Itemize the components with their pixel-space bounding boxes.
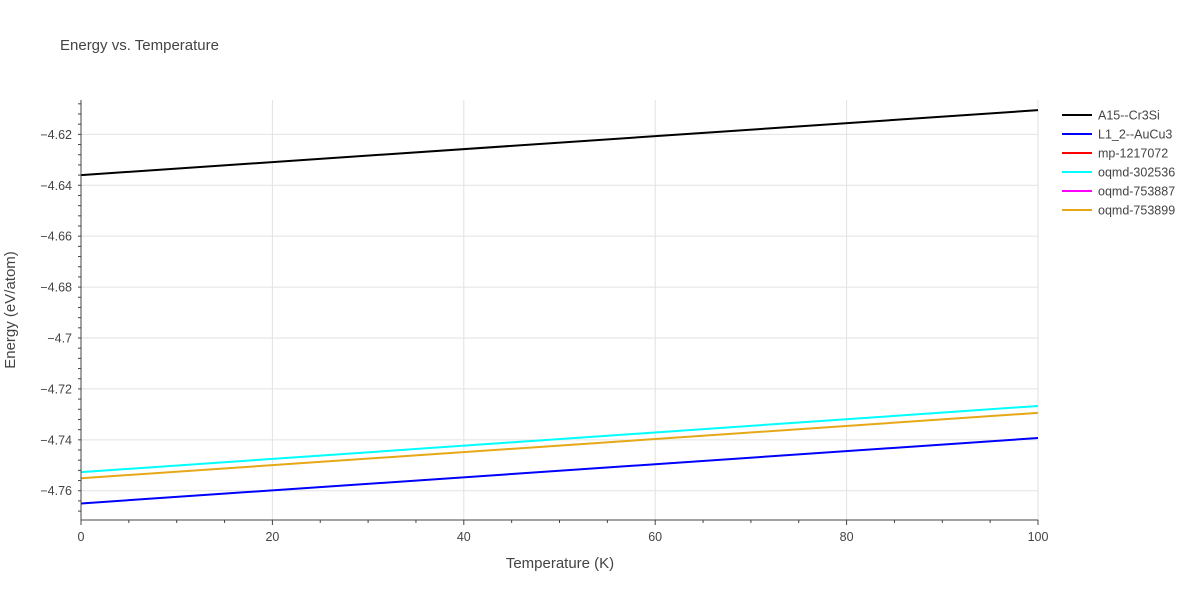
x-tick-label: 40 bbox=[457, 530, 471, 544]
x-tick-label: 80 bbox=[840, 530, 854, 544]
y-tick-label: −4.66 bbox=[40, 230, 72, 244]
grid-lines bbox=[81, 100, 1039, 520]
y-tick-label: −4.7 bbox=[47, 332, 72, 346]
y-axis-title: Energy (eV/atom) bbox=[2, 251, 19, 369]
y-tick-label: −4.68 bbox=[40, 281, 72, 295]
legend-label: oqmd-753899 bbox=[1098, 204, 1175, 218]
y-tick-label: −4.64 bbox=[40, 179, 72, 193]
legend-label: mp-1217072 bbox=[1098, 147, 1168, 161]
y-tick-label: −4.72 bbox=[40, 382, 72, 396]
x-tick-label: 20 bbox=[265, 530, 279, 544]
series-lines bbox=[80, 109, 1039, 505]
y-tick-label: −4.74 bbox=[40, 433, 72, 447]
series-line bbox=[80, 437, 1039, 505]
series-line bbox=[80, 109, 1039, 177]
x-tick-label: 60 bbox=[648, 530, 662, 544]
y-tick-label: −4.62 bbox=[40, 128, 72, 142]
y-tick-label: −4.76 bbox=[40, 484, 72, 498]
x-axis-title: Temperature (K) bbox=[506, 555, 614, 572]
chart-title: Energy vs. Temperature bbox=[60, 37, 219, 54]
legend-label: oqmd-753887 bbox=[1098, 185, 1175, 199]
axes: 0 20 40 60 80 100 −4.62 −4.64 −4.66 −4.68 −4.7 −4.7… bbox=[40, 100, 1048, 544]
legend-label: L1_2--AuCu3 bbox=[1098, 128, 1172, 142]
x-tick-label: 100 bbox=[1028, 530, 1049, 544]
legend-label: A15--Cr3Si bbox=[1098, 109, 1160, 123]
legend-label: oqmd-302536 bbox=[1098, 166, 1175, 180]
series-line bbox=[80, 411, 1039, 480]
x-tick-label: 0 bbox=[78, 530, 85, 544]
series-line bbox=[80, 404, 1039, 474]
legend: A15--Cr3Si L1_2--AuCu3 mp-1217072 oqmd-3025… bbox=[1062, 109, 1175, 218]
